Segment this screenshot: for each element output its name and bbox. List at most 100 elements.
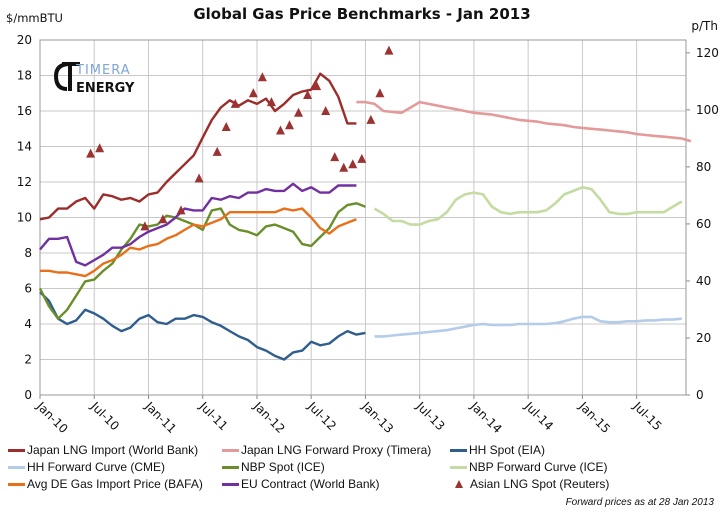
footnote: Forward prices as at 28 Jan 2013	[565, 497, 714, 508]
legend-swatch	[450, 465, 467, 469]
series-line-4	[38, 202, 366, 320]
y2-tick-label: 0	[696, 388, 704, 402]
series-line-2	[39, 291, 366, 361]
y-tick-label: 18	[17, 69, 32, 83]
y2-tick-label: 120	[696, 46, 719, 60]
y-tick-label: 2	[24, 353, 32, 367]
y2-tick-label: 20	[696, 331, 711, 345]
asian-lng-spot-marker	[275, 125, 285, 135]
svg-text:ENERGY: ENERGY	[76, 81, 135, 96]
y-tick-label: 4	[24, 317, 32, 331]
y-tick-label: 16	[17, 104, 32, 118]
asian-lng-spot-marker	[230, 98, 240, 108]
chart-svg: Global Gas Price Benchmarks - Jan 2013 $…	[6, 5, 719, 437]
x-tick-label: Jan-11	[142, 399, 180, 437]
legend-label: NBP Forward Curve (ICE)	[469, 460, 608, 474]
asian-lng-spot-marker	[86, 148, 96, 158]
legend-swatch	[8, 448, 25, 452]
svg-text:TIMERA: TIMERA	[75, 63, 131, 78]
series-line-0	[39, 72, 357, 221]
legend-swatch	[8, 482, 25, 486]
legend-item: Japan LNG Forward Proxy (Timera)	[222, 443, 431, 457]
asian-lng-spot-marker	[248, 88, 258, 98]
asian-lng-spot-marker	[366, 114, 376, 124]
legend-item: HH Forward Curve (CME)	[8, 460, 165, 474]
series-line-5	[373, 186, 683, 226]
y2-tick-label: 100	[696, 103, 719, 117]
asian-lng-spot-marker	[375, 88, 385, 98]
legend-swatch	[8, 465, 25, 469]
legend-label: HH Spot (EIA)	[469, 443, 546, 457]
series-line-1	[356, 100, 692, 143]
legend-item: Japan LNG Import (World Bank)	[8, 443, 198, 457]
chart-title: Global Gas Price Benchmarks - Jan 2013	[193, 5, 530, 23]
asian-lng-spot-marker	[285, 120, 295, 130]
legend-label: NBP Spot (ICE)	[241, 460, 325, 474]
x-tick-label: Jul-10	[87, 399, 122, 434]
y-tick-label: 6	[24, 282, 32, 296]
legend-swatch	[222, 448, 239, 452]
y2-tick-label: 40	[696, 274, 711, 288]
asian-lng-spot-marker	[330, 152, 340, 162]
x-tick-label: Jul-12	[304, 399, 339, 434]
legend-label: Asian LNG Spot (Reuters)	[470, 477, 610, 491]
legend-label: Japan LNG Import (World Bank)	[27, 443, 199, 457]
x-tick-label: Jan-13	[359, 399, 397, 437]
plot-border	[39, 39, 687, 396]
asian-lng-spot-marker	[384, 45, 394, 55]
y-tick-label: 8	[24, 246, 32, 260]
series-line-7	[39, 182, 357, 267]
y-tick-label: 14	[17, 140, 32, 154]
triangle-marker-icon	[455, 480, 463, 488]
y-tick-label: 0	[24, 388, 32, 402]
asian-lng-spot-marker	[303, 90, 313, 100]
legend-item: NBP Forward Curve (ICE)	[450, 460, 607, 474]
y-axis-label: $/mmBTU	[6, 11, 63, 25]
markers-layer	[86, 45, 394, 231]
legend-swatch	[450, 448, 467, 452]
legend-item: Avg DE Gas Import Price (BAFA)	[8, 477, 203, 491]
legend-item: HH Spot (EIA)	[450, 443, 545, 457]
asian-lng-spot-marker	[266, 97, 276, 107]
asian-lng-spot-marker	[95, 143, 105, 153]
y2-axis-label: p/Th	[691, 19, 718, 33]
legend-item: Asian LNG Spot (Reuters)	[450, 477, 609, 491]
asian-lng-spot-marker	[257, 72, 267, 82]
asian-lng-spot-marker	[348, 159, 358, 169]
asian-lng-spot-marker	[321, 106, 331, 115]
grid	[40, 39, 686, 396]
x-tick-label: Jan-14	[467, 399, 505, 437]
legend-item: EU Contract (World Bank)	[222, 477, 380, 491]
series-line-3	[374, 315, 682, 338]
x-tick-label: Jan-10	[33, 399, 71, 437]
asian-lng-spot-marker	[339, 162, 349, 172]
y-tick-label: 12	[17, 175, 32, 189]
legend-swatch	[222, 465, 239, 469]
series-line-6	[40, 207, 357, 278]
legend-label: EU Contract (World Bank)	[241, 477, 380, 491]
asian-lng-spot-marker	[194, 173, 204, 183]
x-tick-label: Jan-15	[576, 399, 614, 437]
asian-lng-spot-marker	[312, 81, 322, 91]
asian-lng-spot-marker	[294, 107, 304, 117]
legend-swatch	[222, 482, 239, 486]
asian-lng-spot-marker	[140, 221, 150, 231]
asian-lng-spot-marker	[212, 146, 222, 156]
x-tick-label: Jul-15	[630, 399, 665, 434]
y-tick-label: 10	[17, 211, 32, 225]
asian-lng-spot-marker	[176, 205, 186, 215]
x-tick-label: Jan-12	[250, 399, 288, 437]
x-tick-label: Jul-13	[413, 399, 448, 434]
asian-lng-spot-marker	[158, 214, 168, 224]
legend-label: Japan LNG Forward Proxy (Timera)	[241, 443, 432, 457]
asian-lng-spot-marker	[357, 153, 367, 163]
series-layer	[38, 72, 692, 361]
asian-lng-spot-marker	[221, 121, 231, 131]
legend-label: HH Forward Curve (CME)	[27, 460, 166, 474]
y2-tick-label: 80	[696, 160, 711, 174]
y-tick-label: 20	[17, 33, 32, 47]
legend-item: NBP Spot (ICE)	[222, 460, 325, 474]
x-tick-label: Jul-14	[521, 399, 556, 434]
timera-energy-logo: TIMERA ENERGY	[53, 62, 135, 96]
